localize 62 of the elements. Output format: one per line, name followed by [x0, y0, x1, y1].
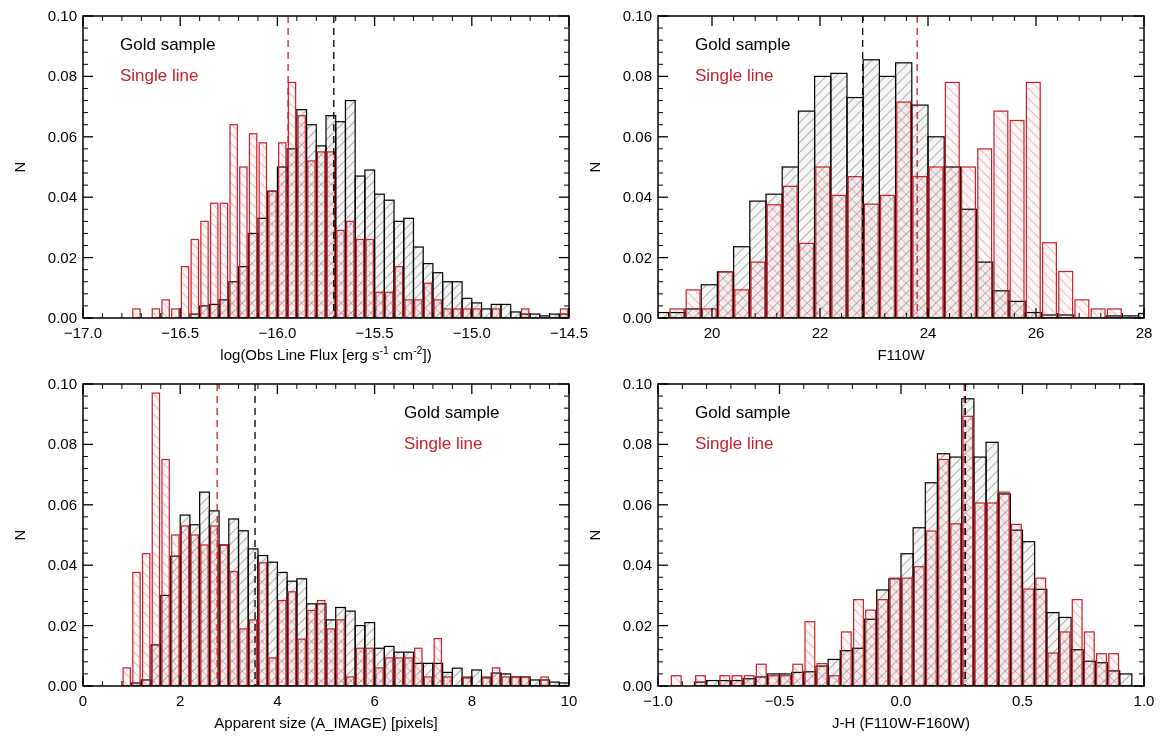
- y-tick-label: 0.10: [622, 7, 652, 24]
- x-tick-label: −16.0: [258, 324, 297, 341]
- y-tick-label: 0.06: [622, 495, 652, 513]
- y-tick-label: 0.06: [622, 127, 652, 145]
- x-axis-title: J-H (F110W-F160W): [832, 714, 970, 731]
- y-tick-label: 0.10: [47, 7, 77, 24]
- x-tick-label: 28: [1135, 324, 1153, 341]
- y-tick-label: 0.00: [622, 309, 652, 326]
- x-tick-label: −1.0: [643, 692, 673, 709]
- y-axis-title: N: [11, 529, 28, 541]
- y-tick-label: 0.08: [622, 67, 652, 85]
- y-tick-label: 0.04: [622, 188, 652, 206]
- x-tick-label: 24: [919, 324, 937, 341]
- x-tick-label: 8: [467, 692, 476, 709]
- y-axis-title: N: [586, 529, 603, 541]
- y-tick-label: 0.00: [622, 677, 652, 694]
- x-tick-label: 26: [1027, 324, 1045, 341]
- y-tick-label: 0.04: [47, 556, 77, 574]
- text: Gold sample: [404, 403, 500, 422]
- y-tick-label: 0.08: [47, 67, 77, 85]
- x-axis-title: log(Obs Line Flux [erg s$^{-1}$ cm$^{-2}$]): [220, 344, 432, 363]
- x-tick-label: −15.5: [355, 324, 394, 341]
- y-tick-label: 0.06: [47, 495, 77, 513]
- x-tick-label: 10: [560, 692, 578, 709]
- series-label: Gold sample: [695, 35, 791, 54]
- y-tick-label: 0.02: [622, 248, 652, 266]
- x-tick-label: −14.5: [550, 324, 588, 341]
- x-tick-label: 1.0: [1133, 692, 1155, 709]
- x-tick-label: 2: [176, 692, 185, 709]
- text: Single line: [120, 66, 199, 85]
- y-tick-label: 0.04: [47, 188, 77, 206]
- y-tick-label: 0.02: [47, 248, 77, 266]
- x-tick-label: 20: [703, 324, 721, 341]
- y-tick-label: 0.06: [47, 127, 77, 145]
- x-axis-title: F110W: [877, 346, 926, 363]
- x-tick-label: 6: [370, 692, 379, 709]
- y-tick-label: 0.10: [622, 375, 652, 392]
- y-tick-label: 0.02: [47, 616, 77, 634]
- text: Single line: [695, 434, 774, 453]
- y-tick-label: 0.08: [622, 435, 652, 453]
- y-axis-title: N: [11, 161, 28, 173]
- x-tick-label: 0.0: [890, 692, 912, 709]
- text: Gold sample: [120, 35, 216, 54]
- x-tick-label: 4: [273, 692, 282, 709]
- x-tick-label: −0.5: [764, 692, 795, 709]
- y-tick-label: 0.00: [47, 677, 77, 694]
- y-tick-label: 0.00: [47, 309, 77, 326]
- x-tick-label: −17.0: [64, 324, 102, 341]
- x-axis-title: Apparent size (A_IMAGE) [pixels]: [214, 714, 438, 731]
- y-axis-title: N: [586, 161, 603, 173]
- text: Gold sample: [695, 403, 791, 422]
- text: Single line: [404, 434, 483, 453]
- y-tick-label: 0.02: [622, 616, 652, 634]
- x-tick-label: −15.0: [452, 324, 491, 341]
- y-tick-label: 0.04: [622, 556, 652, 574]
- x-tick-label: 0.5: [1012, 692, 1033, 709]
- text: Single line: [695, 66, 774, 85]
- x-tick-label: 0: [78, 692, 88, 709]
- x-tick-label: 22: [811, 324, 829, 341]
- y-tick-label: 0.10: [47, 375, 77, 392]
- y-tick-label: 0.08: [47, 435, 77, 453]
- x-tick-label: −16.5: [161, 324, 200, 341]
